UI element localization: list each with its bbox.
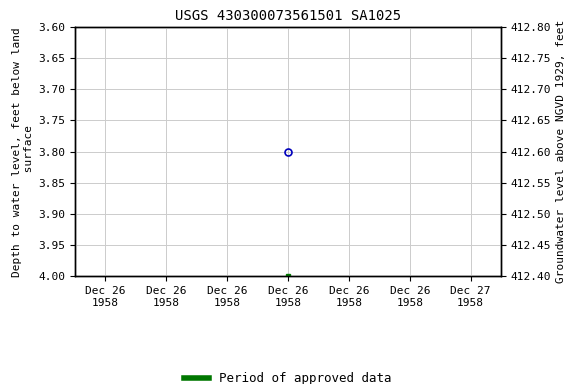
Y-axis label: Groundwater level above NGVD 1929, feet: Groundwater level above NGVD 1929, feet <box>555 20 566 283</box>
Legend: Period of approved data: Period of approved data <box>179 367 397 384</box>
Title: USGS 430300073561501 SA1025: USGS 430300073561501 SA1025 <box>175 9 401 23</box>
Y-axis label: Depth to water level, feet below land
 surface: Depth to water level, feet below land su… <box>13 27 34 276</box>
